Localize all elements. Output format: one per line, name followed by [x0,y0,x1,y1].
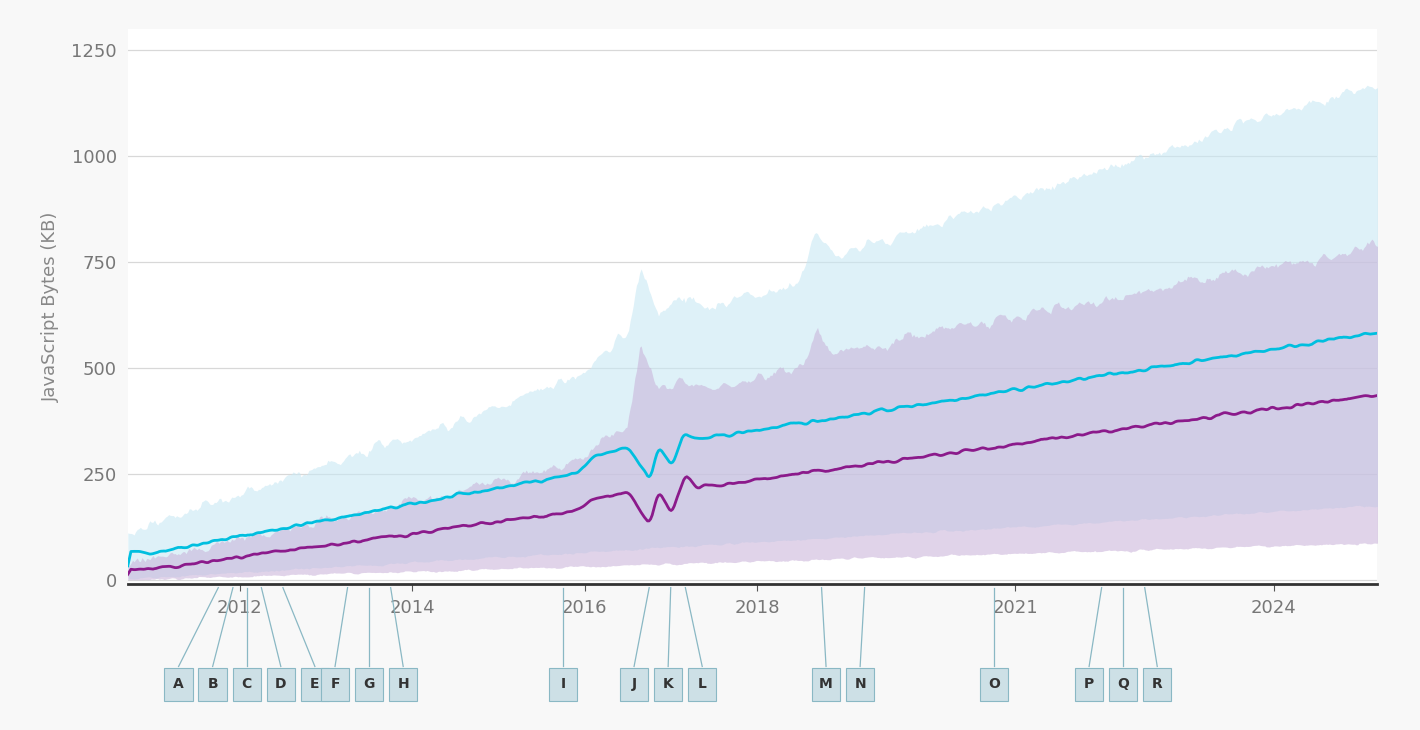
Text: I: I [561,677,565,691]
Text: F: F [331,677,339,691]
Text: P: P [1083,677,1095,691]
Y-axis label: JavaScript Bytes (KB): JavaScript Bytes (KB) [43,212,60,402]
Text: D: D [275,677,287,691]
Text: A: A [173,677,185,691]
Text: M: M [819,677,834,691]
Text: C: C [241,677,251,691]
Text: B: B [207,677,217,691]
Text: G: G [364,677,375,691]
Text: H: H [398,677,409,691]
Text: N: N [855,677,866,691]
Text: E: E [310,677,320,691]
Text: O: O [988,677,1000,691]
Text: L: L [697,677,707,691]
Text: Q: Q [1118,677,1129,691]
Text: R: R [1152,677,1163,691]
Text: K: K [663,677,673,691]
Text: J: J [632,677,636,691]
